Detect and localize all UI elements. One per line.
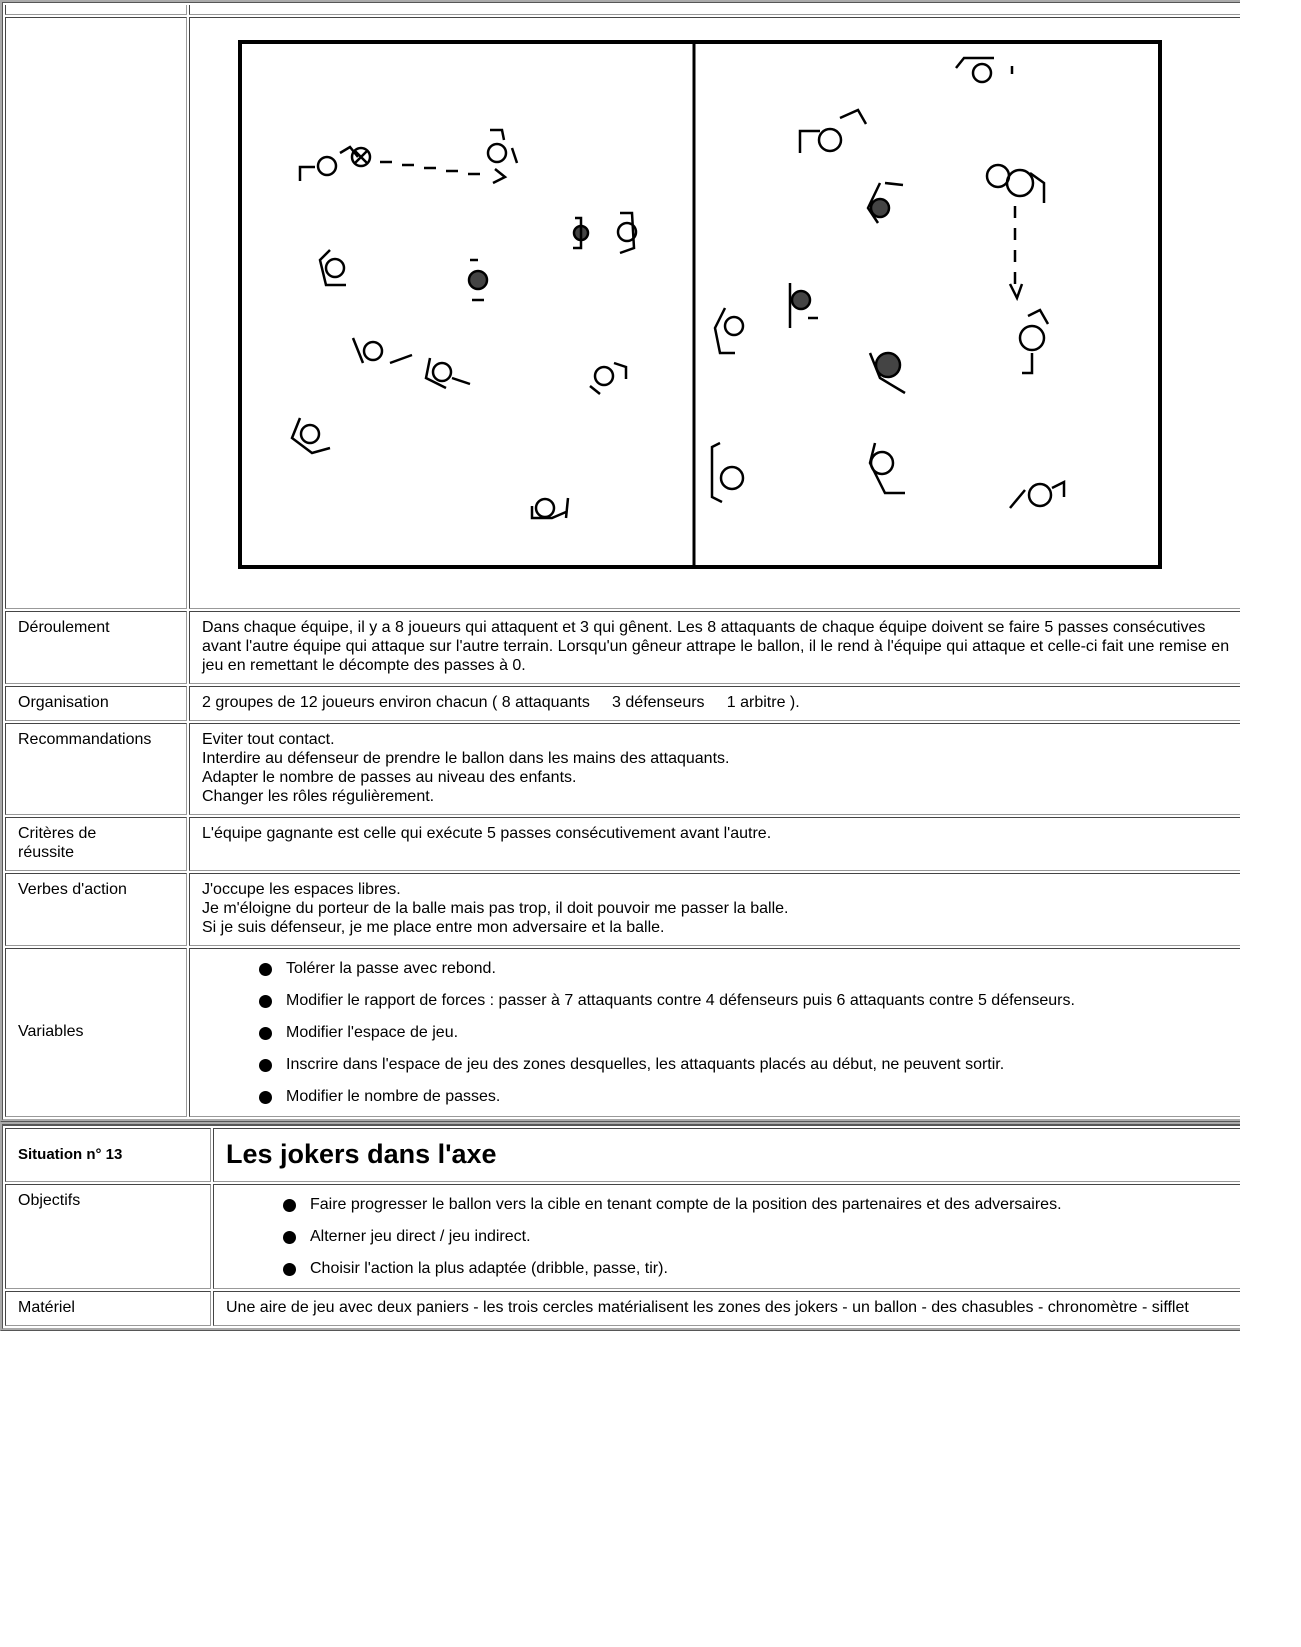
- list: Tolérer la passe avec rebond. Modifier le…: [189, 948, 1240, 1117]
- label: Recommandations: [5, 723, 187, 815]
- text: 2 groupes de 12 joueurs environ chacun (…: [189, 686, 1240, 721]
- label: Variables: [5, 948, 187, 1117]
- row: Organisation 2 groupes de 12 joueurs envi…: [5, 686, 1240, 721]
- text-line: Critères de: [18, 825, 97, 842]
- text-line: Interdire au défenseur de prendre le bal…: [202, 750, 730, 767]
- table-2: Situation n° 13 Les jokers dans l'axe Obj…: [0, 1122, 1240, 1331]
- text-line: Adapter le nombre de passes au niveau de…: [202, 769, 577, 786]
- content: Déroulement Dans chaque équipe, il y a 8 …: [0, 0, 1240, 1331]
- bullet-item: Inscrire dans l'espace de jeu des zones …: [259, 1055, 1240, 1074]
- text-line: Changer les rôles régulièrement.: [202, 788, 435, 805]
- label: Verbes d'action: [5, 873, 187, 946]
- title: Les jokers dans l'axe: [213, 1128, 1240, 1182]
- row: Objectifs Faire progresser le ballon vers…: [5, 1184, 1240, 1289]
- cell: [189, 5, 1240, 15]
- bullet-list: Tolérer la passe avec rebond. Modifier le…: [202, 959, 1240, 1106]
- row: Variables Tolérer la passe avec rebond. Mo…: [5, 948, 1240, 1117]
- bullet-item: Faire progresser le ballon vers la cible…: [283, 1195, 1240, 1214]
- top-row: [5, 5, 1240, 15]
- label: Critères de réussite: [5, 817, 187, 871]
- row: Déroulement Dans chaque équipe, il y a 8 …: [5, 611, 1240, 684]
- text-line: réussite: [18, 844, 75, 861]
- text: L'équipe gagnante est celle qui exécute …: [189, 817, 1240, 871]
- text: Dans chaque équipe, il y a 8 joueurs qui…: [189, 611, 1240, 684]
- text-line: Si je suis défenseur, je me place entre …: [202, 919, 665, 936]
- list: Faire progresser le ballon vers la cible…: [213, 1184, 1240, 1289]
- bullet-item: Choisir l'action la plus adaptée (dribbl…: [283, 1259, 1240, 1278]
- bullet-item: Alterner jeu direct / jeu indirect.: [283, 1227, 1240, 1246]
- text-line: Eviter tout contact.: [202, 731, 335, 748]
- situation: Situation n° 13: [5, 1128, 211, 1182]
- diagram: [238, 40, 1162, 569]
- row: Critères de réussite L'équipe gagnante est…: [5, 817, 1240, 871]
- row: Verbes d'action J'occupe les espaces libr…: [5, 873, 1240, 946]
- bullet-item: Tolérer la passe avec rebond.: [259, 959, 1240, 978]
- diagram-cell: [189, 17, 1240, 609]
- cell: [5, 5, 187, 15]
- bullet-list: Faire progresser le ballon vers la cible…: [226, 1195, 1240, 1278]
- lines: J'occupe les espaces libres. Je m'éloigne…: [189, 873, 1240, 946]
- row: Recommandations Eviter tout contact. Inter…: [5, 723, 1240, 815]
- row: Matériel Une aire de jeu avec deux panier…: [5, 1291, 1240, 1326]
- players: [290, 56, 1066, 520]
- diagram-row: [5, 17, 1240, 609]
- header-row: Situation n° 13 Les jokers dans l'axe: [5, 1128, 1240, 1182]
- text: Une aire de jeu avec deux paniers - les …: [213, 1291, 1240, 1326]
- table-1: Déroulement Dans chaque équipe, il y a 8 …: [0, 0, 1240, 1122]
- field: [238, 40, 1162, 569]
- label: Organisation: [5, 686, 187, 721]
- text-line: J'occupe les espaces libres.: [202, 881, 401, 898]
- bullet-item: Modifier le nombre de passes.: [259, 1087, 1240, 1106]
- label: Matériel: [5, 1291, 211, 1326]
- label: Déroulement: [5, 611, 187, 684]
- lines: Eviter tout contact. Interdire au défense…: [189, 723, 1240, 815]
- label: Objectifs: [5, 1184, 211, 1289]
- bullet-item: Modifier l'espace de jeu.: [259, 1023, 1240, 1042]
- text-line: Je m'éloigne du porteur de la balle mais…: [202, 900, 789, 917]
- cell: [5, 17, 187, 609]
- bullet-item: Modifier le rapport de forces : passer à…: [259, 991, 1240, 1010]
